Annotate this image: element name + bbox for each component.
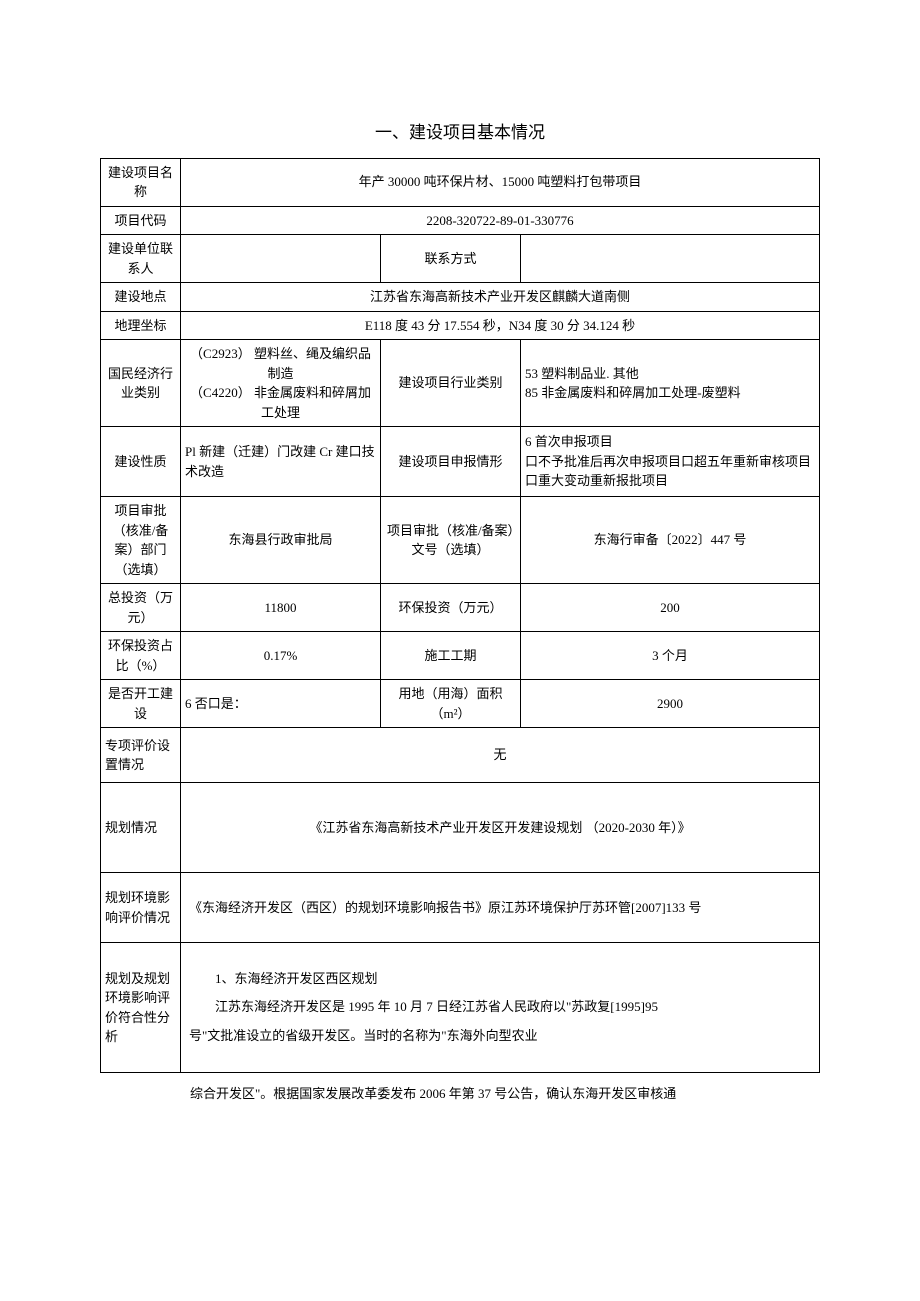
label-location: 建设地点 — [101, 283, 181, 312]
value-plan: 《江苏省东海高新技术产业开发区开发建设规划 （2020-2030 年）》 — [181, 783, 820, 873]
value-project-name: 年产 30000 吨环保片材、15000 吨塑料打包带项目 — [181, 158, 820, 206]
value-declare: 6 首次申报项目 口不予批准后再次申报项目口超五年重新审核项目口重大变动重新报批… — [521, 427, 820, 497]
label-nature: 建设性质 — [101, 427, 181, 497]
conformity-p2: 江苏东海经济开发区是 1995 年 10 月 7 日经江苏省人民政府以"苏政复[… — [189, 993, 811, 1022]
label-contact-method: 联系方式 — [381, 235, 521, 283]
value-location: 江苏省东海高新技术产业开发区麒麟大道南侧 — [181, 283, 820, 312]
label-plan-env: 规划环境影响评价情况 — [101, 873, 181, 943]
value-econ-class: （C2923） 塑料丝、绳及编织品制造 （C4220） 非金属废料和碎屑加工处理 — [181, 340, 381, 427]
label-env-ratio: 环保投资占比（%） — [101, 632, 181, 680]
label-project-code: 项目代码 — [101, 206, 181, 235]
label-land: 用地（用海）面积（m²） — [381, 680, 521, 728]
label-contact: 建设单位联系人 — [101, 235, 181, 283]
label-special: 专项评价设置情况 — [101, 728, 181, 783]
value-approval-no: 东海行审备〔2022〕447 号 — [521, 497, 820, 584]
label-total-invest: 总投资（万元） — [101, 584, 181, 632]
value-period: 3 个月 — [521, 632, 820, 680]
label-plan: 规划情况 — [101, 783, 181, 873]
label-conformity: 规划及规划环境影响评价符合性分析 — [101, 943, 181, 1073]
value-contact-method — [521, 235, 820, 283]
label-proj-ind: 建设项目行业类别 — [381, 340, 521, 427]
value-coord: E118 度 43 分 17.554 秒，N34 度 30 分 34.124 秒 — [181, 311, 820, 340]
label-econ-class: 国民经济行业类别 — [101, 340, 181, 427]
value-conformity: 1、东海经济开发区西区规划 江苏东海经济开发区是 1995 年 10 月 7 日… — [181, 943, 820, 1073]
page-title: 一、建设项目基本情况 — [100, 120, 820, 146]
value-proj-ind: 53 塑料制品业. 其他 85 非金属废料和碎屑加工处理-废塑料 — [521, 340, 820, 427]
conformity-p3: 号"文批准设立的省级开发区。当时的名称为"东海外向型农业 — [189, 1022, 811, 1051]
value-project-code: 2208-320722-89-01-330776 — [181, 206, 820, 235]
value-land: 2900 — [521, 680, 820, 728]
label-approval-dept: 项目审批（核准/备案）部门（选填） — [101, 497, 181, 584]
conformity-p1: 1、东海经济开发区西区规划 — [189, 965, 811, 994]
label-approval-no: 项目审批（核准/备案）文号（选填） — [381, 497, 521, 584]
project-info-table: 建设项目名称 年产 30000 吨环保片材、15000 吨塑料打包带项目 项目代… — [100, 158, 820, 1074]
label-period: 施工工期 — [381, 632, 521, 680]
label-coord: 地理坐标 — [101, 311, 181, 340]
value-total-invest: 11800 — [181, 584, 381, 632]
label-declare: 建设项目申报情形 — [381, 427, 521, 497]
label-project-name: 建设项目名称 — [101, 158, 181, 206]
value-env-ratio: 0.17% — [181, 632, 381, 680]
value-contact — [181, 235, 381, 283]
value-approval-dept: 东海县行政审批局 — [181, 497, 381, 584]
value-env-invest: 200 — [521, 584, 820, 632]
value-special: 无 — [181, 728, 820, 783]
footnote-text: 综合开发区"。根据国家发展改革委发布 2006 年第 37 号公告，确认东海开发… — [100, 1073, 820, 1107]
label-started: 是否开工建设 — [101, 680, 181, 728]
value-started: 6 否口是： — [181, 680, 381, 728]
value-plan-env: 《东海经济开发区（西区）的规划环境影响报告书》原江苏环境保护厅苏环管[2007]… — [181, 873, 820, 943]
value-nature: Pl 新建（迁建）门改建 Cr 建口技术改造 — [181, 427, 381, 497]
label-env-invest: 环保投资（万元） — [381, 584, 521, 632]
